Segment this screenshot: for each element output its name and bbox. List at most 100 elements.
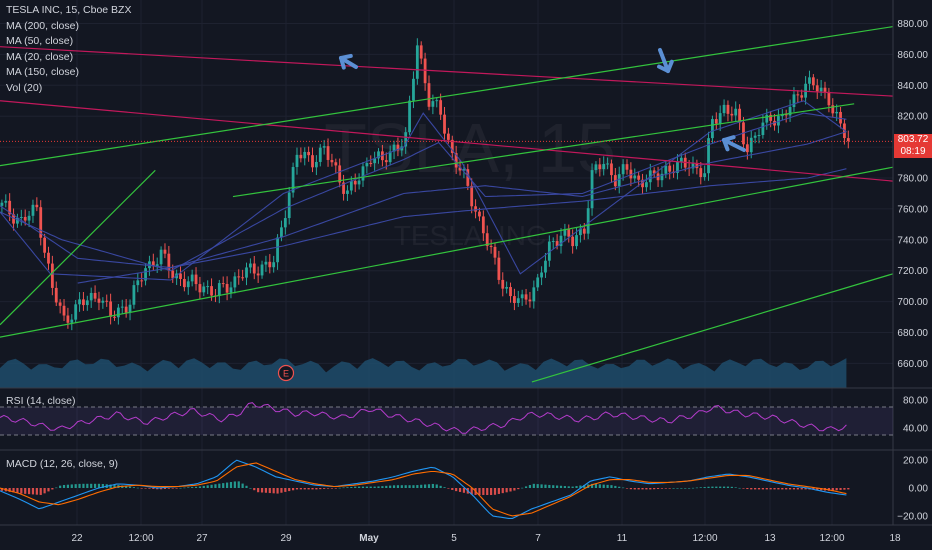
candle-body: [617, 174, 621, 187]
candle-body: [128, 304, 132, 313]
candle-body: [815, 85, 819, 92]
price-tick-label: 880.00: [897, 19, 928, 30]
macd-histogram-bar: [769, 488, 772, 490]
macd-histogram-bar: [552, 485, 555, 488]
price-tick-label: 740.00: [897, 235, 928, 246]
macd-histogram-bar: [385, 485, 388, 488]
macd-histogram-bar: [699, 487, 702, 488]
candle-body: [528, 299, 532, 302]
macd-histogram-bar: [323, 488, 326, 489]
macd-histogram-bar: [598, 484, 601, 488]
price-tick-label: 720.00: [897, 266, 928, 277]
macd-histogram-bar: [528, 485, 532, 488]
candle-body: [769, 114, 773, 121]
macd-histogram-bar: [738, 487, 741, 489]
macd-tick-label: −20.00: [897, 512, 928, 523]
macd-tick-label: 20.00: [903, 456, 928, 467]
macd-histogram-bar: [136, 487, 139, 489]
macd-histogram-bar: [509, 488, 512, 492]
candle-body: [12, 214, 15, 224]
candle-body: [140, 280, 144, 282]
macd-histogram-bar: [455, 488, 458, 492]
macd-histogram-bar: [295, 488, 299, 490]
candle-body: [299, 154, 303, 159]
candle-body: [311, 155, 314, 168]
candle-body: [217, 283, 221, 296]
macd-histogram-bar: [90, 483, 93, 488]
candle-body: [745, 144, 749, 153]
candle-body: [489, 245, 493, 247]
macd-histogram-bar: [159, 488, 163, 490]
earnings-marker-label: E: [283, 369, 289, 379]
macd-histogram-bar: [303, 488, 306, 490]
candle-body: [408, 100, 411, 133]
macd-histogram-bar: [326, 488, 330, 489]
candle-body: [625, 164, 629, 170]
macd-histogram-bar: [268, 488, 271, 494]
macd-histogram-bar: [20, 488, 23, 494]
macd-histogram-bar: [373, 486, 376, 488]
candle-body: [78, 299, 81, 305]
candle-body: [206, 286, 210, 288]
candle-body: [8, 200, 12, 215]
candle-body: [765, 114, 769, 123]
macd-histogram-bar: [412, 485, 415, 488]
macd-histogram-bar: [272, 488, 275, 494]
macd-histogram-bar: [501, 488, 504, 494]
candle-body: [295, 154, 299, 168]
candle-body: [70, 319, 74, 323]
candle-body: [151, 261, 155, 267]
candle-body: [466, 169, 470, 186]
candle-body: [396, 144, 400, 151]
candle-body: [443, 114, 446, 134]
candle-body: [478, 211, 481, 217]
macd-histogram-bar: [715, 486, 718, 488]
candle-body: [392, 144, 396, 152]
candle-body: [221, 283, 225, 285]
macd-histogram-bar: [839, 488, 842, 490]
candle-body: [155, 264, 159, 267]
price-tick-label: 820.00: [897, 112, 928, 123]
candle-body: [664, 165, 668, 174]
candle-body: [637, 175, 641, 180]
candle-body: [419, 45, 423, 59]
macd-histogram-bar: [482, 488, 485, 495]
macd-histogram-bar: [113, 484, 116, 488]
macd-histogram-bar: [31, 488, 35, 495]
candle-body: [555, 241, 559, 247]
candle-body: [691, 163, 695, 169]
candle-body: [272, 262, 276, 268]
candle-body: [198, 284, 202, 293]
macd-histogram-bar: [734, 487, 737, 488]
chart-legend: TESLA INC, 15, Cboe BZX MA (200, close) …: [6, 3, 131, 96]
macd-histogram-bar: [307, 488, 310, 490]
macd-histogram-bar: [311, 488, 314, 490]
macd-histogram-bar: [12, 488, 15, 493]
macd-histogram-bar: [567, 486, 570, 488]
macd-histogram-bar: [614, 485, 617, 488]
candle-body: [346, 190, 349, 194]
candle-body: [493, 246, 497, 258]
macd-histogram-bar: [237, 481, 240, 488]
macd-histogram-bar: [726, 486, 730, 488]
candle-body: [544, 260, 547, 273]
macd-histogram-bar: [447, 488, 450, 489]
trend-line-green: [531, 273, 894, 383]
candle-body: [547, 241, 551, 261]
candle-body: [89, 292, 93, 301]
candle-body: [373, 158, 377, 164]
macd-histogram-bar: [97, 483, 101, 488]
candle-body: [47, 252, 50, 264]
candle-body: [120, 306, 124, 308]
candle-body: [485, 233, 489, 246]
macd-histogram-bar: [59, 485, 62, 488]
macd-histogram-bar: [804, 488, 807, 490]
candle-body: [629, 169, 633, 179]
macd-histogram-bar: [583, 484, 586, 488]
macd-histogram-bar: [719, 486, 722, 488]
candle-body: [384, 160, 388, 163]
macd-histogram-bar: [377, 486, 380, 488]
rsi-line: [0, 402, 847, 434]
price-tick-label: 860.00: [897, 50, 928, 61]
